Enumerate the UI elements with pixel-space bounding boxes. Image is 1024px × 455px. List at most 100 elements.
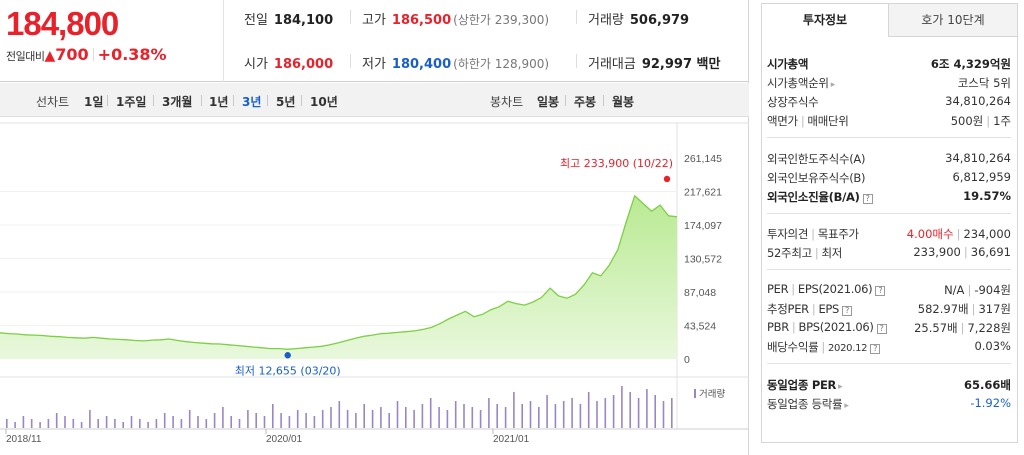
volume-bar [55, 413, 58, 428]
volume-bar [604, 398, 607, 428]
volume-bar [197, 416, 199, 428]
face-value-row: 액면가 | 매매단위 500원 | 1주 [767, 114, 1011, 128]
price-box: 184,800 전일대비▲700 +0.38% [0, 0, 224, 82]
volume-bar [39, 422, 41, 428]
volume-bar [263, 416, 266, 428]
opinion-row: 투자의견 | 목표주가 4.00매수 | 234,000 [767, 227, 1011, 241]
volume-bar [14, 422, 16, 428]
period-1y-button[interactable]: 1년 [209, 95, 229, 109]
volume-bar [662, 401, 665, 428]
volume-bar [205, 419, 208, 428]
volume-bar [272, 404, 274, 428]
volume-bar [596, 401, 598, 428]
volume-bar [305, 413, 307, 428]
price-chart-svg: 261,145 217,621 174,097 130,572 87,048 43,524… [0, 122, 749, 445]
volume-bar [296, 410, 299, 428]
candle-daily-button[interactable]: 일봉 [537, 95, 560, 109]
period-1d-button[interactable]: 1일 [84, 95, 104, 109]
volume-bar [363, 404, 365, 428]
y-tick-label: 43,524 [684, 321, 716, 333]
volume-label: 거래량 [699, 388, 725, 400]
volume-bar [504, 407, 507, 428]
volume-bar [538, 407, 540, 428]
volume-bar [330, 407, 332, 428]
period-5y-button[interactable]: 5년 [276, 95, 296, 109]
volume-bar [646, 389, 648, 428]
volume-bar [255, 413, 257, 428]
volume-bar [346, 410, 349, 428]
volume-bar [621, 386, 623, 428]
period-1w-button[interactable]: 1주일 [116, 95, 147, 109]
market-cap-row: 시가총액 6조 4,329억원 [767, 57, 1011, 71]
foreign-holding-row: 외국인보유주식수(B) 6,812,959 [767, 170, 1011, 185]
change-label: 전일대비 [6, 50, 45, 63]
per-eps-row: PER | EPS(2021.06)? N/A | -904원 [767, 282, 1011, 297]
y-tick-label: 261,145 [684, 153, 722, 165]
candle-weekly-button[interactable]: 주봉 [574, 95, 597, 109]
period-10y-button[interactable]: 10년 [310, 95, 338, 109]
industry-per-row: 동일업종 PER ▸ 65.66배 [767, 378, 1011, 392]
help-icon[interactable]: ? [875, 286, 886, 296]
volume-bar [180, 419, 183, 428]
volume-bar [288, 416, 291, 428]
help-icon[interactable]: ? [862, 194, 873, 204]
volume-bar [247, 410, 249, 428]
volume-bar [355, 413, 357, 428]
volume-bar [587, 392, 590, 428]
listed-shares-row: 상장주식수 34,810,264 [767, 94, 1011, 109]
period-3m-button[interactable]: 3개월 [162, 95, 193, 109]
volume-bar [562, 401, 565, 428]
high-price: 고가 186,500 (상한가 239,300) [362, 13, 550, 28]
volume-bar [671, 398, 673, 428]
x-tick-label: 2020/01 [266, 434, 303, 445]
change-value: 700 [55, 45, 89, 64]
volume-bar [488, 398, 490, 428]
help-icon[interactable]: ? [842, 306, 853, 316]
volume-bar [571, 398, 573, 428]
volume-bar [89, 410, 91, 428]
volume-bar [222, 407, 224, 428]
volume-bar [122, 422, 124, 428]
chart-toolbar: 선차트 1일 1주일 3개월 1년 3년 5년 10년 봉차트 일봉 주봉 월봉 [0, 83, 749, 117]
volume-bar [105, 416, 108, 428]
info-caret-icon[interactable]: ▸ [844, 401, 849, 411]
volume-bar [321, 410, 324, 428]
volume-bar [47, 419, 50, 428]
low-price: 저가 180,400 (하한가 128,900) [362, 57, 550, 72]
volume-bar [72, 419, 75, 428]
foreign-limit-row: 외국인한도주식수(A) 34,810,264 [767, 151, 1011, 166]
volume-bar [147, 422, 149, 428]
period-3y-button[interactable]: 3년 [242, 95, 262, 109]
volume-bar [388, 413, 390, 428]
info-caret-icon[interactable]: ▸ [830, 80, 836, 90]
volume-bar [421, 404, 424, 428]
industry-change-row: 동일업종 등락률 ▸ -1.92% [767, 396, 1011, 411]
x-tick-label: 2021/01 [493, 434, 530, 445]
price-chart: 261,145 217,621 174,097 130,572 87,048 43,524… [0, 118, 749, 455]
invest-info-panel: 투자정보 호가 10단계 시가총액 6조 4,329억원 시가총액순위 ▸ 코스닥 5… [761, 3, 1018, 443]
volume-bar [454, 401, 457, 428]
volume-bar [629, 392, 631, 428]
help-icon[interactable]: ? [870, 344, 881, 354]
price-area [0, 195, 677, 359]
volume-bar [396, 401, 399, 428]
help-icon[interactable]: ? [876, 324, 887, 334]
y-tick-label: 0 [684, 354, 690, 366]
info-caret-icon[interactable]: ▸ [838, 382, 843, 392]
min-marker [284, 352, 291, 359]
change-percent: +0.38% [97, 45, 167, 64]
volume-bar [463, 404, 465, 428]
max-marker [663, 175, 671, 183]
volume-bar [213, 413, 216, 428]
tab-order-book[interactable]: 호가 10단계 [889, 4, 1017, 37]
candle-monthly-button[interactable]: 월봉 [612, 95, 635, 109]
volume-bar [172, 416, 174, 428]
volume-bar [479, 410, 482, 428]
open-price: 시가 186,000 [244, 57, 334, 72]
volume-bar [97, 419, 99, 428]
stock-quote-panel: 184,800 전일대비▲700 +0.38% 전일 184,100 고가 186,5… [0, 0, 749, 455]
tab-invest-info[interactable]: 투자정보 [762, 4, 889, 37]
y-tick-label: 217,621 [684, 186, 722, 198]
volume-bar [654, 395, 656, 428]
volume-bar [546, 395, 548, 428]
